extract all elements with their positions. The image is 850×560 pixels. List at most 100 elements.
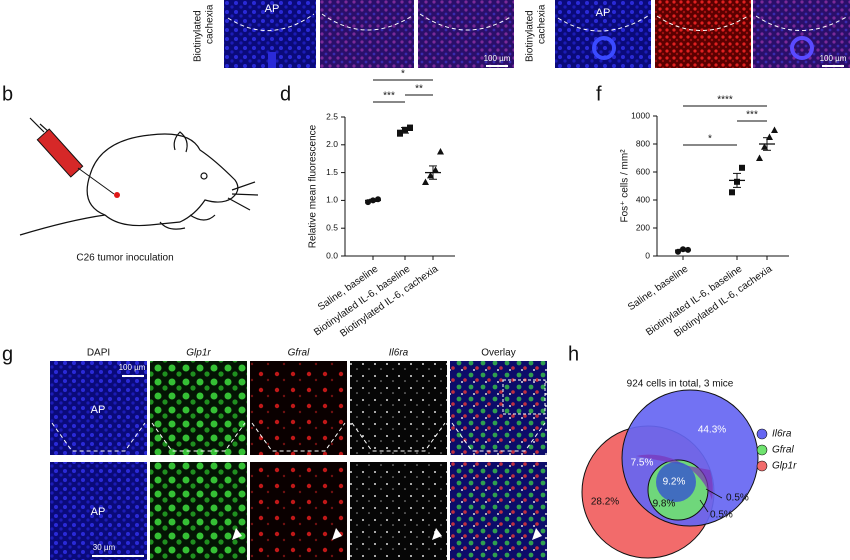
venn-region-label: 0.5% [710, 510, 733, 521]
canal [268, 52, 276, 68]
y-tick-label: 400 [636, 194, 650, 204]
scale-bar-label: 100 µm [484, 54, 511, 63]
arrowhead [332, 528, 342, 540]
ap-outline [151, 422, 246, 452]
top-images: AP AP 100 µm 100 µm Biotinylated cachexi… [193, 0, 850, 68]
data-point [766, 133, 773, 140]
venn-region-label: 9.2% [663, 477, 686, 488]
ap-label: AP [91, 506, 106, 518]
panel-letter: b [2, 83, 13, 105]
syringe [36, 128, 84, 178]
arrowhead [232, 528, 242, 540]
column-header: Gfral [288, 348, 310, 359]
significance-label: **** [717, 95, 733, 106]
micrograph [50, 462, 147, 560]
venn-region-label: 9.8% [653, 499, 676, 510]
panel-g: g DAPI Glp1r Gfral Il6ra Overlay AP AP 100 µm 30… [2, 343, 547, 560]
arrowhead [532, 528, 542, 540]
y-tick-label: 800 [636, 138, 650, 148]
data-point [407, 124, 413, 131]
scale-bar-label: 100 µm [119, 363, 146, 372]
data-point [397, 130, 403, 137]
charts: d 0.0 0.5 1.0 1.5 2.0 2.5 Relative mean fluores… [280, 69, 789, 340]
data-point [437, 147, 444, 155]
leader-line [699, 499, 709, 513]
ap-outline [227, 13, 849, 32]
panel-h: h 924 cells in total, 3 mice 44.3% 7.5% 9.… [568, 343, 797, 559]
legend-label: Il6ra [772, 429, 792, 440]
overlay-inset [502, 379, 546, 415]
scale-bar-label: 100 µm [820, 54, 847, 63]
significance-label: * [401, 69, 405, 80]
scatter-chart: d 0.0 0.5 1.0 1.5 2.0 2.5 Relative mean fluores… [280, 69, 455, 340]
panel-letter: d [280, 83, 291, 105]
row-label: Biotinylated [193, 10, 204, 62]
venn-overlap [656, 462, 696, 502]
row-label: Biotinylated [525, 10, 536, 62]
micrograph [150, 361, 247, 455]
significance-label: * [708, 134, 712, 145]
significance-label: *** [746, 110, 758, 121]
y-tick-label: 0.5 [326, 222, 338, 232]
y-tick-label: 600 [636, 166, 650, 176]
micrograph [250, 361, 347, 455]
venn-region-label: 28.2% [591, 497, 619, 508]
significance-label: *** [383, 91, 395, 102]
data-point [771, 126, 778, 133]
needle [77, 167, 115, 195]
y-tick-label: 2.5 [326, 111, 338, 121]
scale-bar-label: 30 µm [93, 543, 116, 552]
column-header: Il6ra [389, 348, 409, 359]
data-point [427, 171, 434, 179]
row-label: cachexia [205, 4, 216, 44]
ap-outline [251, 422, 346, 452]
ap-outline [51, 422, 146, 452]
column-header: Overlay [481, 348, 515, 359]
legend-label: Glp1r [772, 461, 797, 472]
micrograph [150, 462, 247, 560]
panel-b: b C26 tumor inoculation [2, 83, 259, 264]
caption: C26 tumor inoculation [76, 253, 173, 264]
data-point [422, 178, 429, 186]
legend-swatch [756, 444, 768, 456]
panel-letter: f [596, 83, 602, 105]
micrograph [450, 462, 547, 560]
micrograph [250, 462, 347, 560]
canal [592, 36, 616, 60]
y-axis-title: Relative mean fluorescence [308, 124, 319, 248]
data-point [756, 154, 763, 161]
y-tick-label: 1000 [631, 110, 650, 120]
y-tick-label: 2.0 [326, 139, 338, 149]
y-tick-label: 0.0 [326, 250, 338, 260]
micrograph [350, 462, 447, 560]
injection-site [114, 192, 120, 198]
panel-letter: g [2, 343, 13, 365]
y-tick-label: 200 [636, 222, 650, 232]
y-tick-label: 1.0 [326, 195, 338, 205]
legend-swatch [756, 460, 768, 472]
significance-label: ** [415, 84, 423, 95]
row-label: cachexia [537, 4, 548, 44]
ap-label: AP [91, 404, 106, 416]
data-point [432, 166, 439, 173]
ap-outline [451, 422, 546, 452]
legend-swatch [756, 428, 768, 440]
data-point [729, 189, 735, 196]
canal [790, 36, 814, 60]
venn-region-label: 7.5% [631, 458, 654, 469]
venn-region-label: 0.5% [726, 493, 749, 504]
micrograph [350, 361, 447, 455]
column-header: Glp1r [186, 348, 211, 359]
ap-outline [351, 422, 446, 452]
data-point [761, 143, 768, 150]
y-tick-label: 1.5 [326, 167, 338, 177]
leader-line [705, 488, 723, 499]
data-point [739, 164, 745, 171]
venn-region-label: 44.3% [698, 425, 726, 436]
ap-label: AP [596, 7, 611, 19]
column-header: DAPI [87, 348, 110, 359]
